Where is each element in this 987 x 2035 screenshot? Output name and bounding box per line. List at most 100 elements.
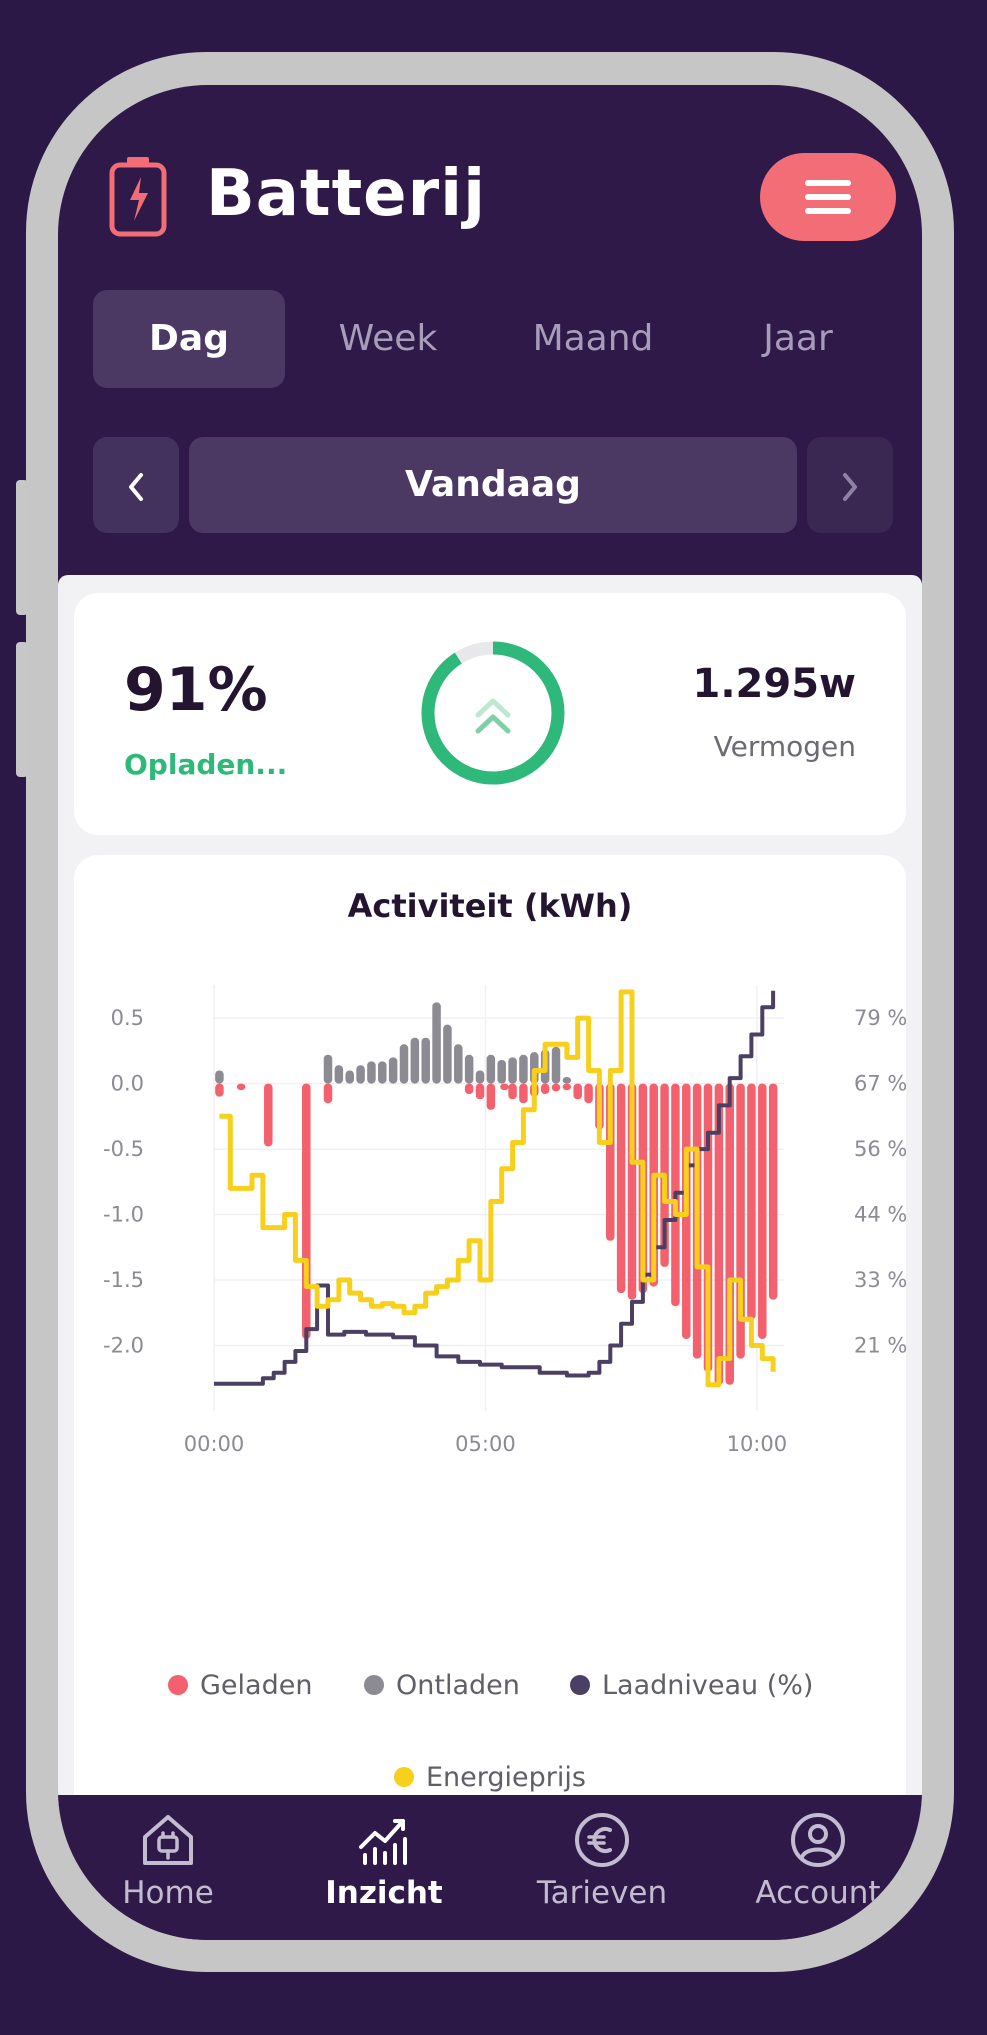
nav-account[interactable]: Account [733,1811,903,1931]
app-title: Batterij [206,157,486,231]
nav-home[interactable]: Home [83,1811,253,1931]
y-tick-label: 0.0 [111,1072,144,1096]
legend-dot-laadniveau [570,1674,590,1695]
phone-side-button-upper [16,480,28,615]
ontladen-bar [378,1061,387,1084]
insights-chart-icon [359,1819,407,1865]
chart-legend: Geladen Ontladen Laadniveau (%) Energiep… [74,1670,906,1793]
battery-status-card: 91% Opladen... 1.295w Vermogen [74,593,906,835]
ontladen-bar [388,1057,398,1084]
y2-tick-label: 56 % [854,1137,906,1161]
geladen-bar [215,1083,224,1097]
nav-tarieven-label: Tarieven [536,1875,668,1911]
legend-dot-geladen [168,1674,188,1695]
next-day-button[interactable] [807,437,893,533]
euro-icon [575,1813,629,1867]
geladen-bar [616,1083,626,1294]
ontladen-bar [323,1054,333,1084]
nav-inzicht[interactable]: Inzicht [299,1811,469,1931]
chevron-right-icon [843,472,857,501]
ontladen-bar [421,1037,430,1084]
tab-maand[interactable]: Maand [532,318,654,359]
ontladen-bar [454,1044,463,1084]
ontladen-bar [345,1070,354,1084]
legend-dot-ontladen [364,1674,384,1695]
activity-chart: 0.5 79 % 0.0 67 % -0.5 56 % -1.0 44 % -1.5 33 % -2… [103,985,906,1456]
tab-dag[interactable]: Dag [93,290,285,388]
y-tick-label: -1.5 [103,1268,144,1292]
menu-hamburger-line [805,208,851,214]
app-header: Batterij Dag Week Maand Jaar Vandaag [58,85,922,575]
geladen-bar [758,1083,767,1339]
geladen-bar [551,1083,561,1092]
content-area: 91% Opladen... 1.295w Vermogen Activitei… [58,575,922,1895]
ontladen-bar [551,1046,561,1084]
x-tick-label: 05:00 [455,1432,516,1456]
geladen-bar [519,1083,528,1104]
y2-tick-label: 67 % [854,1072,906,1096]
geladen-bar [540,1083,550,1095]
energieprijs-line [219,989,776,1388]
nav-account-label: Account [755,1875,881,1911]
account-user-icon [791,1813,845,1867]
legend-item-geladen[interactable]: Geladen [168,1670,312,1701]
tab-week[interactable]: Week [338,318,438,359]
geladen-bar [236,1083,246,1091]
chevrons-up-icon [475,698,511,734]
menu-hamburger-line [805,194,851,200]
y2-tick-label: 33 % [854,1268,906,1292]
legend-item-laadniveau[interactable]: Laadniveau (%) [570,1670,813,1701]
legend-label-laadniveau: Laadniveau (%) [602,1670,814,1701]
geladen-bar [302,1083,311,1339]
geladen-bar [486,1083,496,1110]
ontladen-bar [410,1037,420,1084]
ontladen-bar [367,1061,376,1084]
ontladen-bar [486,1054,496,1084]
legend-label-energieprijs: Energieprijs [426,1762,586,1793]
ontladen-bar [464,1054,474,1084]
legend-item-ontladen[interactable]: Ontladen [364,1670,520,1701]
geladen-bar [714,1083,724,1385]
legend-item-energieprijs[interactable]: Energieprijs [394,1762,586,1793]
home-plug-icon [143,1815,193,1865]
y-tick-label: -2.0 [103,1334,144,1358]
geladen-bar [768,1083,778,1300]
chevron-left-icon [129,472,143,501]
battery-charging-icon [109,157,167,237]
nav-inzicht-label: Inzicht [325,1875,443,1911]
period-tabs: Dag Week Maand Jaar [93,290,893,388]
ontladen-bar [432,1002,441,1084]
bottom-navigation: Home Inzicht Tarieven Account [58,1795,922,1940]
charging-state: Opladen... [124,748,288,781]
current-date-label[interactable]: Vandaag [189,437,797,533]
geladen-bar [508,1083,517,1100]
date-navigator: Vandaag [93,437,893,533]
laadniveau-line [214,990,776,1386]
phone-screen: Batterij Dag Week Maand Jaar Vandaag [58,85,922,1940]
x-tick-label: 00:00 [184,1432,245,1456]
ontladen-bar [399,1044,409,1084]
nav-tarieven[interactable]: Tarieven [517,1811,687,1931]
y2-tick-label: 44 % [854,1203,906,1227]
phone-side-button-lower [16,642,28,777]
y2-tick-label: 21 % [854,1334,906,1358]
power-label: Vermogen [713,730,856,763]
previous-day-button[interactable] [93,437,179,533]
ontladen-bar [519,1054,528,1084]
ontladen-bar [497,1060,506,1084]
y2-tick-label: 79 % [854,1006,906,1030]
legend-label-ontladen: Ontladen [396,1670,520,1701]
geladen-bar [573,1083,582,1100]
menu-button[interactable] [760,153,896,241]
ontladen-bar [443,1024,452,1084]
ontladen-bar [334,1065,344,1084]
chart-title: Activiteit (kWh) [347,887,633,925]
geladen-bar [323,1083,333,1104]
y-tick-label: -1.0 [103,1203,144,1227]
y-tick-label: -0.5 [103,1137,144,1161]
power-value: 1.295w [692,661,856,707]
tab-jaar[interactable]: Jaar [763,318,833,359]
ontladen-bar [356,1065,365,1084]
geladen-bar [464,1083,474,1095]
geladen-bar [562,1083,572,1091]
